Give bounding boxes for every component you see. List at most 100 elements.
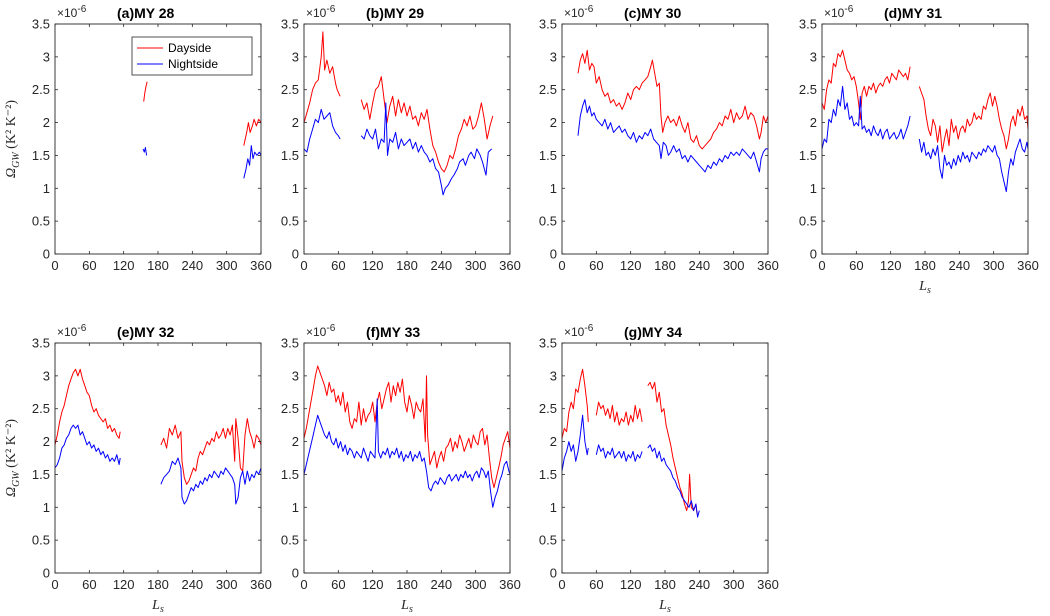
y-tick-label: 3.5 [32,17,50,32]
x-tick-label: 120 [362,577,384,592]
x-tick-label: 360 [757,577,779,592]
x-tick-label: 120 [113,577,135,592]
y-tick-label: 1 [43,181,50,196]
y-tick-label: 2.5 [281,82,299,97]
series-line-dayside-1 [821,49,911,120]
y-tick-label: 1 [550,500,557,515]
y-tick-label: 1.5 [32,148,50,163]
y-tick-label: 0 [810,247,817,262]
y-tick-label: 3.5 [539,17,557,32]
y-tick-label: 3.5 [281,336,299,351]
panel-title: (b)MY 29 [366,5,424,21]
series-line-nightside-1 [821,85,911,150]
plot-area [562,24,768,254]
chart-panel-3: 0 60 120 180 240 300 360 0 0.5 1 1.5 2 2.5 3 3.5 ×10-6 (… [539,4,779,273]
series-line-dayside-1 [143,81,148,102]
y-axis-label-units: (K² K⁻²) [4,419,19,472]
x-tick-label: 60 [849,258,863,273]
x-tick-label: 0 [300,258,307,273]
series-line-dayside-1 [303,365,511,489]
plot-area [304,24,510,254]
y-tick-label: 0 [550,566,557,581]
y-tick-label: 0.5 [281,533,299,548]
y-tick-label: 2 [810,115,817,130]
chart-panel-7: 0 60 120 180 240 300 360 0 0.5 1 1.5 2 2.5 3 3.5 ×10-6 (… [539,323,779,615]
chart-panel-1: 0 60 120 180 240 300 360 0 0.5 1 1.5 2 2.5 3 3.5 ×10-6 (… [4,4,272,273]
x-tick-label: 0 [818,258,825,273]
y-tick-label: 0 [43,566,50,581]
x-tick-label: 60 [589,258,603,273]
plot-area [822,24,1028,254]
y-tick-label: 2.5 [281,401,299,416]
x-axis-label: Ls [658,598,671,615]
y-multiplier-exponent: -6 [584,323,593,334]
x-tick-label: 240 [430,577,452,592]
y-multiplier: ×10-6 [564,323,594,339]
legend-label-dayside: Dayside [168,41,212,55]
x-tick-label: 360 [250,258,272,273]
x-tick-label: 240 [688,258,710,273]
x-axis-label-subscript: s [160,604,164,615]
panel-title: (d)MY 31 [884,5,942,21]
panel-title: (f)MY 33 [366,324,420,340]
chart-panel-5: 0 60 120 180 240 300 360 0 0.5 1 1.5 2 2.5 3 3.5 ×10-6 (… [4,323,272,615]
panel-title: (g)MY 34 [624,324,682,340]
x-tick-label: 120 [362,258,384,273]
series-line-nightside-2 [243,145,262,179]
y-tick-label: 2 [550,434,557,449]
y-tick-label: 0.5 [799,214,817,229]
y-tick-label: 2.5 [32,401,50,416]
plot-area [562,343,768,573]
x-tick-label: 240 [948,258,970,273]
y-tick-label: 3 [550,49,557,64]
y-tick-label: 1.5 [281,148,299,163]
series-line-nightside-1 [561,414,589,472]
x-axis-label-symbol: L [658,598,667,613]
series-line-dayside-2 [918,86,1029,153]
x-tick-label: 180 [396,258,418,273]
y-tick-label: 1 [550,181,557,196]
x-tick-label: 300 [983,258,1005,273]
x-tick-label: 60 [82,577,96,592]
y-axis-label: ΩGW (K² K⁻²) [4,100,22,178]
y-multiplier-exponent: -6 [844,4,853,15]
y-tick-label: 0 [292,247,299,262]
x-tick-label: 60 [331,577,345,592]
x-tick-label: 360 [1017,258,1039,273]
y-axis-label-symbol: Ω [4,168,19,178]
series-line-nightside-1 [142,147,148,156]
x-tick-label: 300 [465,258,487,273]
chart-panel-4: 0 60 120 180 240 300 360 0 0.5 1 1.5 2 2.5 3 3.5 ×10-6 (… [799,4,1039,296]
x-tick-label: 240 [430,258,452,273]
y-tick-label: 0.5 [539,214,557,229]
x-tick-label: 180 [147,577,169,592]
y-tick-label: 3 [43,49,50,64]
y-axis-label-units: (K² K⁻²) [4,100,19,153]
x-tick-label: 240 [688,577,710,592]
x-tick-label: 0 [51,577,58,592]
legend: Dayside Nightside [131,36,253,76]
x-tick-label: 60 [82,258,96,273]
y-tick-label: 1.5 [539,148,557,163]
y-tick-label: 0.5 [539,533,557,548]
x-tick-label: 360 [250,577,272,592]
y-multiplier: ×10-6 [306,4,336,20]
series-line-dayside-1 [561,368,589,439]
y-tick-label: 2.5 [32,82,50,97]
y-multiplier-exponent: -6 [326,323,335,334]
x-tick-label: 180 [654,258,676,273]
y-tick-label: 3 [292,368,299,383]
series-line-dayside-2 [160,418,262,485]
x-axis-label-symbol: L [918,279,927,294]
y-tick-label: 3 [810,49,817,64]
y-multiplier-exponent: -6 [77,4,86,15]
x-axis-label: Ls [400,598,413,615]
x-axis-label-symbol: L [400,598,409,613]
x-axis-label-subscript: s [667,604,671,615]
y-tick-label: 3 [550,368,557,383]
series-line-nightside-2 [918,138,1029,193]
y-multiplier: ×10-6 [564,4,594,20]
x-tick-label: 240 [181,258,203,273]
x-tick-label: 120 [880,258,902,273]
x-tick-label: 60 [589,577,603,592]
